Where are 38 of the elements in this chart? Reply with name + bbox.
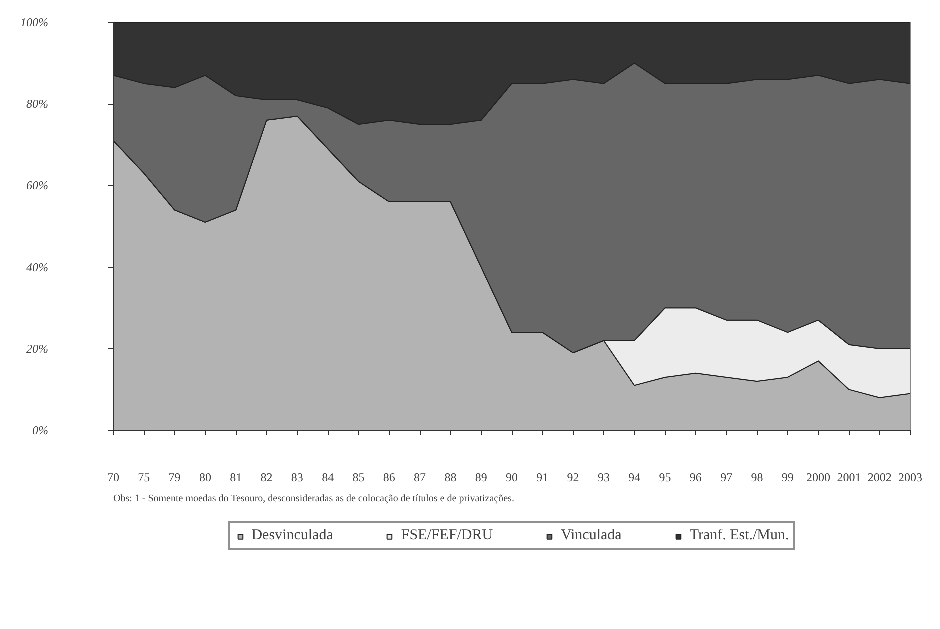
x-tick-label: 80	[199, 470, 212, 484]
x-tick-label: 83	[291, 470, 304, 484]
x-tick-label: 94	[628, 470, 641, 484]
x-tick-label: 70	[108, 470, 120, 484]
x-tick-label: 2002	[868, 470, 892, 484]
x-tick-label: 82	[260, 470, 273, 484]
x-tick-label: 2003	[898, 470, 922, 484]
x-tick-label: 75	[138, 470, 150, 484]
y-tick-label: 40%	[26, 260, 49, 274]
x-tick-label: 93	[598, 470, 610, 484]
x-tick-label: 98	[751, 470, 764, 484]
y-tick-label: 100%	[20, 16, 49, 30]
x-tick-label: 92	[567, 470, 580, 484]
x-tick-label: 2001	[837, 470, 862, 484]
x-tick-label: 96	[690, 470, 702, 484]
x-tick-label: 95	[659, 470, 672, 484]
y-tick-label: 20%	[26, 342, 49, 356]
y-tick-label: 80%	[26, 97, 49, 112]
y-tick-label: 0%	[32, 424, 49, 438]
x-tick-label: 79	[168, 470, 181, 484]
x-tick-label: 81	[230, 470, 242, 484]
x-tick-label: 88	[444, 470, 457, 484]
x-tick-label: 90	[506, 470, 518, 484]
x-tick-label: 97	[720, 470, 733, 484]
legend-label: FSE/FEF/DRU	[401, 528, 494, 544]
legend-label: Vinculada	[561, 528, 622, 544]
x-tick-label: 2000	[806, 470, 831, 484]
y-tick-label: 60%	[26, 178, 49, 193]
x-tick-label: 89	[475, 470, 488, 484]
x-tick-label: 87	[414, 470, 426, 484]
legend-label: Desvinculada	[252, 528, 334, 544]
text: Obs: 1 - Somente moedas do Tesouro, desconsideradas as de colocação de títulos e de privatizações.	[114, 494, 514, 504]
x-tick-label: 84	[322, 470, 334, 484]
legend-label: Tranf. Est./Mun.	[690, 528, 790, 544]
x-tick-label: 99	[782, 470, 794, 484]
x-tick-label: 85	[352, 470, 365, 484]
x-tick-label: 86	[383, 470, 396, 484]
x-tick-label: 91	[536, 470, 549, 484]
